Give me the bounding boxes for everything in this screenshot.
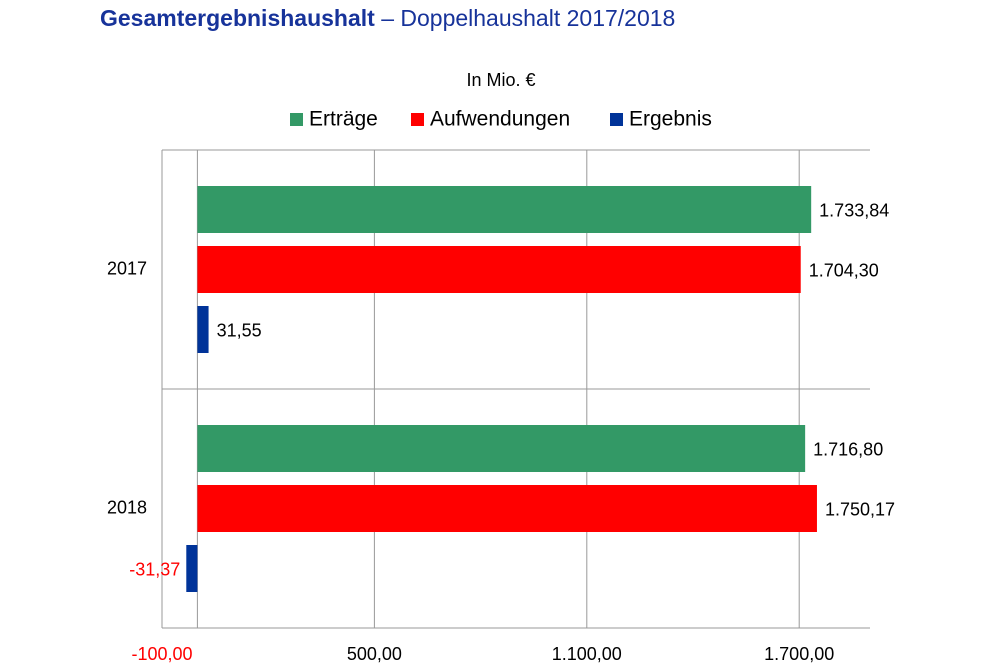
data-label: 1.733,84	[819, 200, 889, 220]
x-tick-label: 500,00	[347, 644, 402, 664]
data-label: 31,55	[217, 320, 262, 340]
chart-title: Gesamtergebnishaushalt – Doppelhaushalt …	[100, 5, 675, 31]
bar	[197, 246, 801, 293]
x-tick-label: -100,00	[131, 644, 192, 664]
bar	[197, 485, 817, 532]
data-label: -31,37	[129, 559, 180, 579]
title-suffix: – Doppelhaushalt 2017/2018	[381, 5, 675, 31]
legend-label: Ergebnis	[629, 108, 712, 131]
bar	[197, 425, 806, 472]
data-label: 1.716,80	[813, 439, 883, 459]
legend-swatch	[290, 113, 303, 126]
x-tick-label: 1.100,00	[552, 644, 622, 664]
bar	[186, 545, 198, 592]
y-tick-label: 2017	[107, 258, 147, 278]
bar	[197, 306, 209, 353]
x-tick-label: 1.700,00	[764, 644, 834, 664]
subtitle: In Mio. €	[466, 70, 535, 90]
legend-swatch	[610, 113, 623, 126]
y-tick-label: 2018	[107, 497, 147, 517]
title-main: Gesamtergebnishaushalt	[100, 5, 375, 31]
data-label: 1.704,30	[809, 260, 879, 280]
legend-label: Erträge	[309, 108, 378, 131]
bar	[197, 186, 812, 233]
legend-label: Aufwendungen	[430, 108, 570, 131]
data-label: 1.750,17	[825, 499, 895, 519]
legend-swatch	[411, 113, 424, 126]
